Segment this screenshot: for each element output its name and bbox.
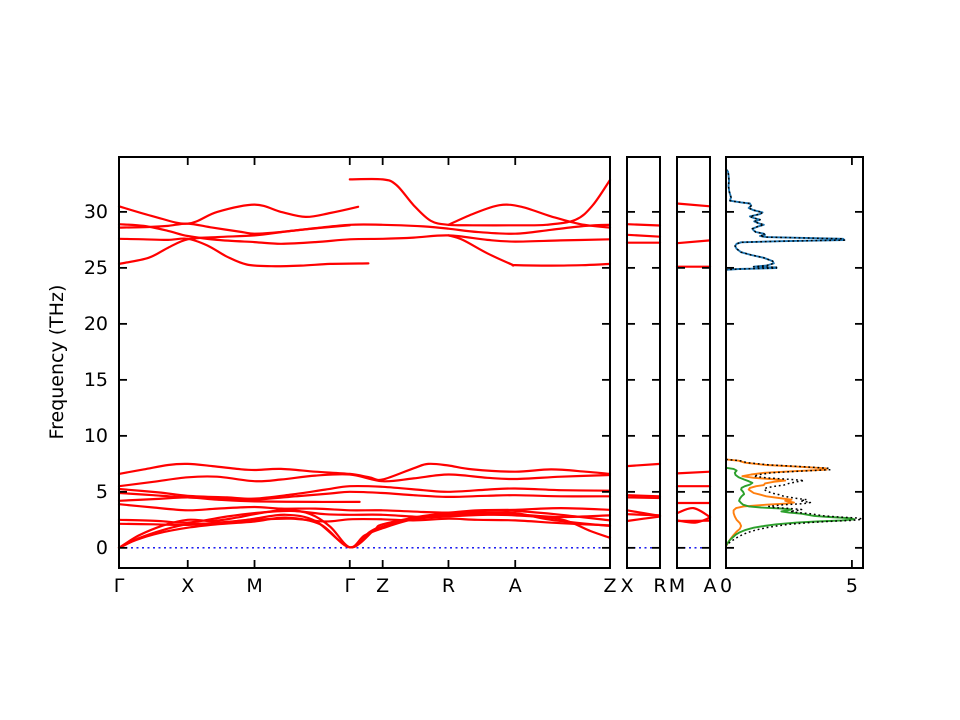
dos-curve-pdos-3 [725, 466, 856, 547]
y-tick-label: 0 [96, 537, 108, 559]
phonon-band [117, 223, 612, 245]
phonon-band [117, 508, 612, 549]
y-tick-label: 10 [84, 425, 108, 447]
phonon-band [117, 203, 360, 225]
phonon-band [675, 470, 712, 475]
k-point-label: X [620, 575, 633, 597]
dos-curve-total-dos-upper [725, 168, 846, 271]
phonon-band [625, 513, 662, 517]
phonon-band [117, 509, 612, 549]
phonon-band [117, 473, 612, 488]
k-point-label: M [669, 575, 685, 597]
phonon-band [675, 506, 712, 519]
phonon-band [675, 202, 712, 208]
y-tick-label: 15 [84, 369, 108, 391]
k-point-label: A [509, 575, 522, 597]
y-tick-label: 5 [96, 481, 108, 503]
k-point-label: M [246, 575, 262, 597]
phonon-band [117, 511, 612, 549]
k-point-label: A [704, 575, 717, 597]
k-point-label: R [442, 575, 455, 597]
k-point-label: Z [603, 575, 616, 597]
k-point-label: Z [376, 575, 389, 597]
phonon-band [625, 462, 662, 468]
dos-curve-pdos-1 [725, 168, 846, 271]
phonon-band [675, 239, 712, 245]
dos-curve-total-dos-lower [725, 458, 863, 547]
y-tick-label: 30 [84, 201, 108, 223]
phonon-band [625, 494, 662, 498]
k-point-label: Γ [114, 575, 125, 597]
phonon-band [117, 496, 361, 504]
phonon-band [117, 509, 612, 524]
phonon-band [625, 223, 662, 227]
phonon-band [625, 233, 662, 238]
panel-frame [626, 156, 661, 569]
phonon-band [625, 496, 662, 500]
phonon-band [348, 177, 612, 227]
phonon-band [117, 237, 370, 268]
dos-curve-pdos-2 [725, 458, 828, 547]
phonon-band [447, 234, 612, 267]
dos-x-tick-label: 0 [720, 575, 732, 597]
y-tick-label: 25 [84, 257, 108, 279]
phonon-band [625, 515, 662, 523]
k-point-label: R [653, 575, 666, 597]
panel-frame [725, 156, 864, 569]
k-point-label: Γ [344, 575, 355, 597]
phonon-band [447, 203, 612, 229]
panel-frame [676, 156, 711, 569]
k-point-label: X [181, 575, 194, 597]
phonon-band [117, 224, 351, 265]
panel-frame [118, 156, 611, 569]
y-tick-label: 20 [84, 313, 108, 335]
dos-x-tick-label: 5 [846, 575, 858, 597]
phonon-band [117, 484, 612, 500]
